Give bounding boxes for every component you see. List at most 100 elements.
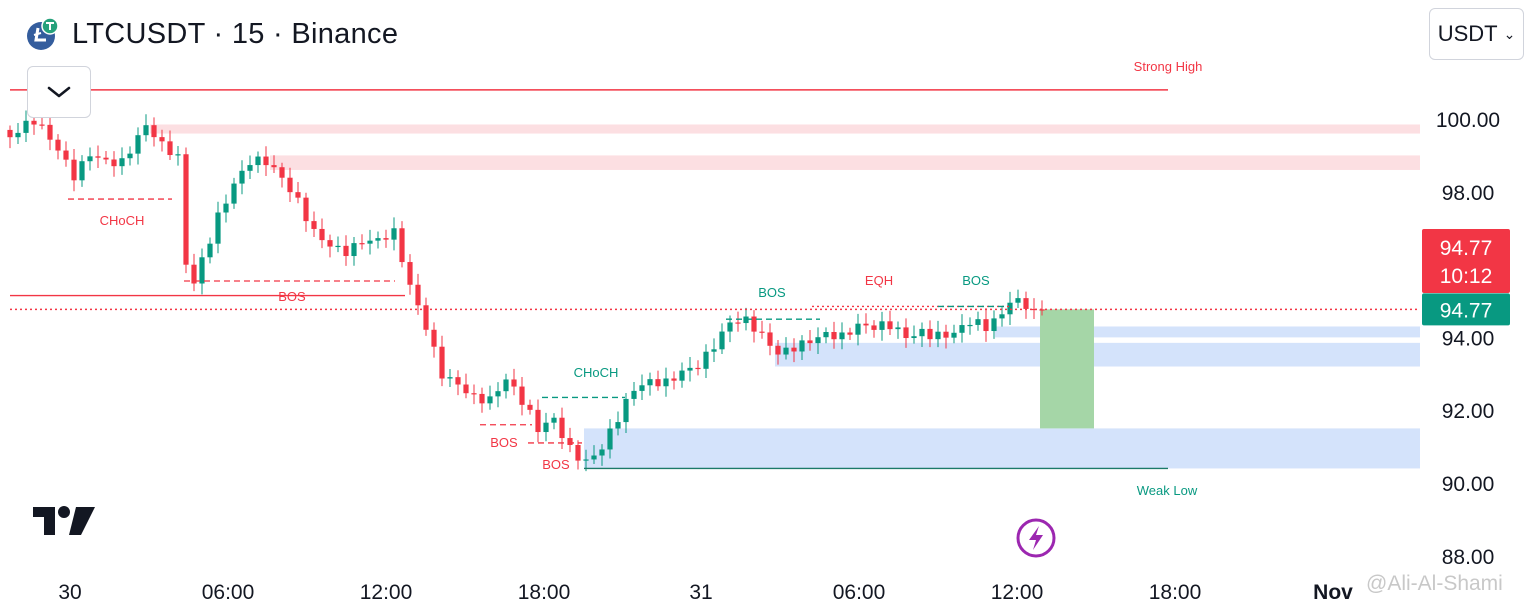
candle-body xyxy=(983,319,989,332)
candle-body xyxy=(711,349,717,352)
candle-body xyxy=(511,379,517,387)
candle-body xyxy=(479,393,485,404)
candle-body xyxy=(351,243,357,257)
chevron-down-icon: ⌄ xyxy=(1503,25,1516,42)
candle-body xyxy=(791,347,797,352)
candle-body xyxy=(815,337,821,344)
demand-zone xyxy=(584,428,1420,469)
candle-body xyxy=(1031,308,1037,311)
candle-body xyxy=(759,331,765,333)
candle-body xyxy=(231,183,237,204)
structure-label: BOS xyxy=(962,273,990,288)
candle-body xyxy=(959,325,965,333)
candle-body xyxy=(527,404,533,410)
candle-body xyxy=(695,367,701,370)
supply-zone xyxy=(270,155,1420,170)
structure-label: Weak Low xyxy=(1137,483,1198,498)
candle-body xyxy=(79,161,85,181)
structure-label: EQH xyxy=(865,273,893,288)
candle-body xyxy=(327,240,333,247)
candle-body xyxy=(431,329,437,347)
candle-body xyxy=(799,340,805,352)
author-watermark: @Ali-Al-Shami xyxy=(1366,572,1503,595)
y-tick-label: 98.00 xyxy=(1442,182,1495,205)
candle-body xyxy=(335,245,341,248)
candle-body xyxy=(911,336,917,339)
candle-body xyxy=(687,367,693,371)
candle-body xyxy=(239,170,245,184)
candle-body xyxy=(591,455,597,460)
structure-label: CHoCH xyxy=(100,213,145,228)
candle-body xyxy=(15,132,21,138)
candle-body xyxy=(23,120,29,133)
candle-body xyxy=(879,321,885,330)
candle-body xyxy=(159,137,165,142)
candle-body xyxy=(447,377,453,379)
candle-body xyxy=(167,141,173,156)
current-price-label: 94.77 xyxy=(1440,299,1493,322)
candle-body xyxy=(655,379,661,387)
candle-body xyxy=(471,393,477,395)
symbol-header[interactable]: LTCUSDT · 15 · Binance xyxy=(26,14,398,54)
candle-body xyxy=(559,417,565,439)
candle-body xyxy=(519,386,525,405)
candle-body xyxy=(375,238,381,241)
candle-body xyxy=(783,347,789,355)
candle-body xyxy=(599,449,605,456)
candle-body xyxy=(919,328,925,337)
candle-body xyxy=(111,159,117,167)
candle-body xyxy=(223,203,229,213)
demand-zone xyxy=(775,342,1420,367)
candle-body xyxy=(119,158,125,167)
candle-body xyxy=(295,192,301,198)
candle-body xyxy=(927,328,933,340)
countdown-label: 10:12 xyxy=(1440,265,1493,288)
candle-body xyxy=(343,245,349,257)
x-tick-label: 18:00 xyxy=(518,581,571,604)
x-tick-label: 06:00 xyxy=(202,581,255,604)
candle-body xyxy=(207,243,213,258)
candle-body xyxy=(319,228,325,241)
candle-body xyxy=(415,284,421,306)
candle-body xyxy=(575,445,581,461)
x-tick-label: 30 xyxy=(58,581,81,604)
candle-body xyxy=(615,422,621,429)
candle-body xyxy=(439,346,445,379)
candle-body xyxy=(807,340,813,344)
candle-body xyxy=(535,409,541,433)
candle-body xyxy=(383,238,389,240)
candle-body xyxy=(287,177,293,193)
candle-body xyxy=(967,324,973,327)
candle-body xyxy=(367,240,373,244)
collapse-button[interactable] xyxy=(27,66,91,118)
x-tick-label: 18:00 xyxy=(1149,581,1202,604)
structure-label: CHoCH xyxy=(574,365,619,380)
candle-body xyxy=(631,390,637,399)
symbol-title: LTCUSDT · 15 · Binance xyxy=(72,17,399,50)
x-tick-label: 12:00 xyxy=(360,581,413,604)
candle-body xyxy=(639,385,645,391)
structure-label: BOS xyxy=(758,285,786,300)
candle-body xyxy=(55,139,61,151)
demand-zone xyxy=(995,326,1420,338)
candle-body xyxy=(7,129,13,138)
candle-body xyxy=(95,156,101,158)
candle-body xyxy=(607,428,613,450)
candle-body xyxy=(775,345,781,355)
candle-body xyxy=(391,228,397,240)
candle-body xyxy=(1023,298,1029,309)
candle-body xyxy=(423,305,429,330)
candle-body xyxy=(271,165,277,168)
tradingview-logo xyxy=(33,506,95,535)
candle-body xyxy=(151,125,157,138)
currency-selector[interactable]: USDT ⌄ xyxy=(1429,8,1524,60)
candle-body xyxy=(183,154,189,265)
candle-body xyxy=(255,156,261,166)
candle-body xyxy=(31,120,37,125)
candle-body xyxy=(463,384,469,394)
lightning-icon[interactable] xyxy=(1016,518,1056,558)
candle-body xyxy=(1007,302,1013,315)
currency-label: USDT xyxy=(1437,21,1498,46)
candle-body xyxy=(39,124,45,126)
